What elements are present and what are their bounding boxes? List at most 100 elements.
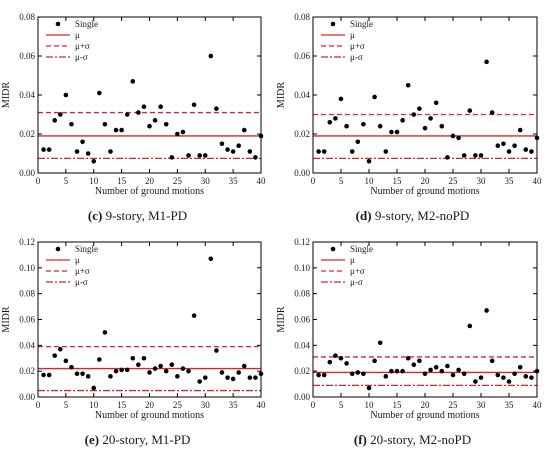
data-point	[58, 112, 63, 117]
x-tick-label: 30	[201, 176, 211, 186]
data-point	[439, 123, 445, 129]
data-point	[333, 353, 338, 358]
data-point	[141, 355, 147, 361]
data-point	[389, 368, 394, 374]
y-tick-label: 0.04	[294, 340, 310, 350]
x-axis-label: Number of ground motions	[370, 186, 479, 197]
data-point	[63, 358, 69, 364]
x-tick-label: 25	[173, 176, 183, 186]
data-point	[534, 368, 540, 374]
data-point	[512, 371, 517, 377]
data-point	[445, 363, 450, 369]
data-point	[191, 313, 197, 318]
data-point	[236, 370, 241, 375]
data-point	[506, 379, 512, 384]
x-tick-label: 25	[449, 176, 459, 186]
x-tick-label: 10	[89, 176, 99, 186]
y-tick-label: 0.06	[19, 51, 35, 61]
y-tick-label: 0.08	[19, 289, 35, 299]
legend-label: Single	[350, 244, 373, 254]
data-point	[80, 371, 85, 377]
data-point	[495, 143, 501, 148]
caption-letter: (e)	[84, 432, 100, 447]
data-point	[467, 108, 473, 113]
data-point	[108, 149, 113, 154]
data-point	[85, 374, 91, 379]
data-point	[372, 94, 377, 100]
data-point	[186, 153, 191, 158]
data-point	[169, 362, 175, 368]
x-tick-label: 15	[117, 400, 127, 410]
data-point	[52, 353, 58, 358]
data-point	[501, 141, 506, 147]
data-point	[124, 367, 130, 373]
data-point	[417, 106, 422, 111]
x-tick-label: 40	[257, 176, 267, 186]
data-point	[124, 112, 130, 117]
data-point	[473, 379, 478, 384]
x-tick-label: 40	[257, 400, 267, 410]
legend-label: μ+σ	[75, 41, 90, 51]
data-point	[411, 362, 417, 368]
y-axis-label: MIDR	[276, 306, 287, 332]
data-point	[130, 355, 136, 361]
plot-frame	[312, 16, 538, 174]
data-point	[417, 358, 422, 364]
data-point	[529, 149, 534, 154]
data-point	[219, 141, 225, 147]
data-point	[158, 104, 163, 109]
x-tick-label: 15	[117, 176, 127, 186]
data-point	[175, 374, 180, 379]
data-point	[236, 143, 241, 148]
y-tick-label: 0.04	[19, 340, 35, 350]
data-point	[394, 129, 400, 135]
data-point	[186, 368, 191, 374]
data-point	[338, 355, 344, 361]
y-axis-label: MIDR	[1, 82, 12, 108]
y-tick-label: 0.06	[19, 315, 35, 325]
x-axis-label: Number of ground motions	[95, 186, 204, 197]
data-point	[152, 118, 158, 123]
data-point	[253, 155, 258, 160]
data-point	[422, 125, 428, 131]
data-point	[372, 358, 377, 364]
data-point	[247, 149, 253, 154]
x-tick-label: 30	[477, 400, 487, 410]
data-point	[46, 372, 52, 378]
data-point	[180, 366, 186, 371]
y-tick-label: 0.04	[19, 90, 35, 100]
chart-panel-3: 0 5 10 15 20 25 30 35 40 0.00 0.02 0.04 0.06 0.08 0.10…	[276, 237, 542, 421]
x-tick-label: 35	[229, 400, 239, 410]
x-tick-label: 30	[201, 400, 211, 410]
x-tick-label: 20	[421, 176, 431, 186]
data-point	[208, 53, 214, 59]
data-point	[202, 375, 208, 380]
data-point	[327, 359, 333, 365]
data-point	[52, 118, 58, 123]
data-point	[74, 371, 80, 377]
y-tick-label: 0.00	[19, 168, 35, 178]
data-point	[355, 370, 361, 375]
data-point	[383, 149, 389, 154]
x-tick-label: 15	[393, 400, 403, 410]
y-tick-label: 0.02	[19, 129, 35, 139]
data-point	[400, 368, 405, 374]
data-point	[180, 129, 186, 135]
x-tick-label: 15	[393, 176, 403, 186]
data-point	[366, 159, 372, 164]
legend-label: μ-σ	[350, 52, 363, 62]
legend-label: μ	[75, 255, 80, 265]
legend-marker-single	[330, 21, 336, 27]
caption-text: 20-story, M2-noPD	[366, 432, 472, 447]
data-point	[208, 256, 214, 262]
x-tick-label: 5	[339, 176, 344, 186]
data-point	[113, 368, 119, 374]
data-point	[461, 153, 467, 158]
data-point	[405, 355, 411, 361]
data-point	[517, 127, 523, 133]
caption-text: 9-story, M1-PD	[102, 208, 188, 223]
data-point	[349, 371, 355, 377]
caption-letter: (c)	[87, 208, 103, 223]
x-tick-label: 30	[477, 176, 487, 186]
y-tick-label: 0.02	[294, 366, 310, 376]
